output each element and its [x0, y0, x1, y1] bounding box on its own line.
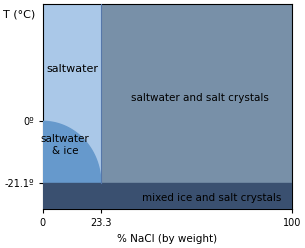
Polygon shape — [43, 183, 292, 209]
Text: saltwater and salt crystals: saltwater and salt crystals — [131, 93, 268, 103]
Text: saltwater: saltwater — [47, 64, 99, 74]
Text: T (°C): T (°C) — [3, 10, 35, 20]
Text: mixed ice and salt crystals: mixed ice and salt crystals — [142, 192, 282, 203]
Text: saltwater
& ice: saltwater & ice — [41, 134, 90, 155]
X-axis label: % NaCl (by weight): % NaCl (by weight) — [117, 234, 217, 244]
Polygon shape — [101, 4, 292, 183]
Polygon shape — [43, 4, 101, 183]
Polygon shape — [43, 121, 101, 183]
